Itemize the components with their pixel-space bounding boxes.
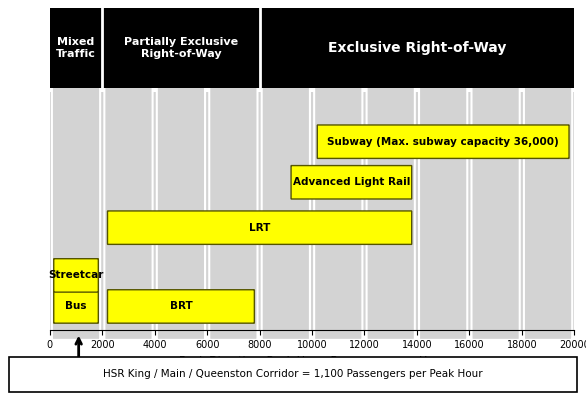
- FancyBboxPatch shape: [209, 82, 257, 340]
- FancyBboxPatch shape: [472, 82, 520, 340]
- Text: HSR King / Main / Queenston Corridor = 1,100 Passengers per Peak Hour: HSR King / Main / Queenston Corridor = 1…: [103, 369, 483, 379]
- FancyBboxPatch shape: [50, 6, 574, 89]
- FancyBboxPatch shape: [9, 357, 577, 392]
- Text: Subway (Max. subway capacity 36,000): Subway (Max. subway capacity 36,000): [328, 137, 559, 147]
- FancyBboxPatch shape: [524, 82, 572, 340]
- FancyBboxPatch shape: [104, 82, 152, 340]
- FancyBboxPatch shape: [54, 290, 98, 323]
- Text: Exclusive Right-of-Way: Exclusive Right-of-Way: [328, 41, 506, 55]
- FancyBboxPatch shape: [367, 82, 415, 340]
- Text: Partially Exclusive
Right-of-Way: Partially Exclusive Right-of-Way: [124, 37, 238, 59]
- Text: Streetcar: Streetcar: [49, 270, 104, 281]
- Text: LRT: LRT: [249, 222, 270, 233]
- FancyBboxPatch shape: [107, 211, 412, 244]
- Text: Mixed
Traffic: Mixed Traffic: [56, 37, 96, 59]
- FancyBboxPatch shape: [262, 82, 310, 340]
- Text: BRT: BRT: [169, 301, 192, 312]
- FancyBboxPatch shape: [419, 82, 467, 340]
- FancyBboxPatch shape: [52, 82, 100, 340]
- FancyBboxPatch shape: [107, 290, 254, 323]
- FancyBboxPatch shape: [317, 125, 569, 158]
- FancyBboxPatch shape: [157, 82, 205, 340]
- Text: Advanced Light Rail: Advanced Light Rail: [292, 177, 410, 187]
- FancyBboxPatch shape: [54, 259, 98, 292]
- FancyBboxPatch shape: [291, 166, 412, 199]
- Text: Bus: Bus: [65, 301, 87, 312]
- X-axis label: Peak Direction, Peak Hour, Passengers per Hour: Peak Direction, Peak Hour, Passengers pe…: [179, 356, 445, 366]
- FancyBboxPatch shape: [314, 82, 362, 340]
